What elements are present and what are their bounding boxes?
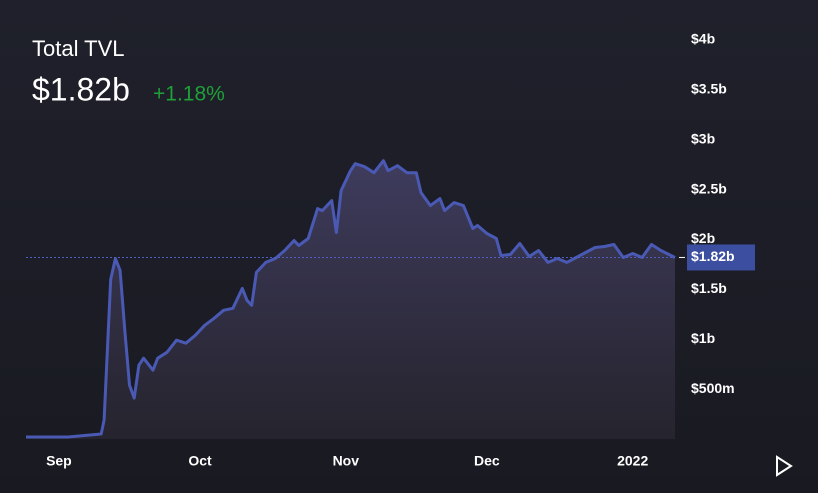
x-tick-label: Dec (474, 453, 500, 469)
y-tick-label: $3.5b (691, 81, 727, 97)
x-tick-label: 2022 (617, 453, 648, 469)
y-tick-label: $2b (691, 230, 715, 246)
current-label: $1.82b (691, 248, 735, 264)
y-tick-label: $500m (691, 380, 735, 396)
title: Total TVL (32, 36, 125, 61)
y-tick-label: $1b (691, 330, 715, 346)
y-tick-label: $1.5b (691, 280, 727, 296)
y-tick-label: $4b (691, 31, 715, 47)
y-tick-label: $2.5b (691, 180, 727, 196)
y-tick-label: $3b (691, 130, 715, 146)
change: +1.18% (153, 83, 225, 106)
current-value: $1.82b (32, 71, 130, 107)
line (26, 159, 676, 439)
x-tick-label: Nov (333, 453, 360, 469)
x-tick-label: Oct (188, 453, 212, 469)
play-button[interactable] (776, 455, 793, 477)
x-tick-label: Sep (46, 453, 72, 469)
area-fill (26, 160, 675, 439)
current-badge (687, 244, 755, 271)
